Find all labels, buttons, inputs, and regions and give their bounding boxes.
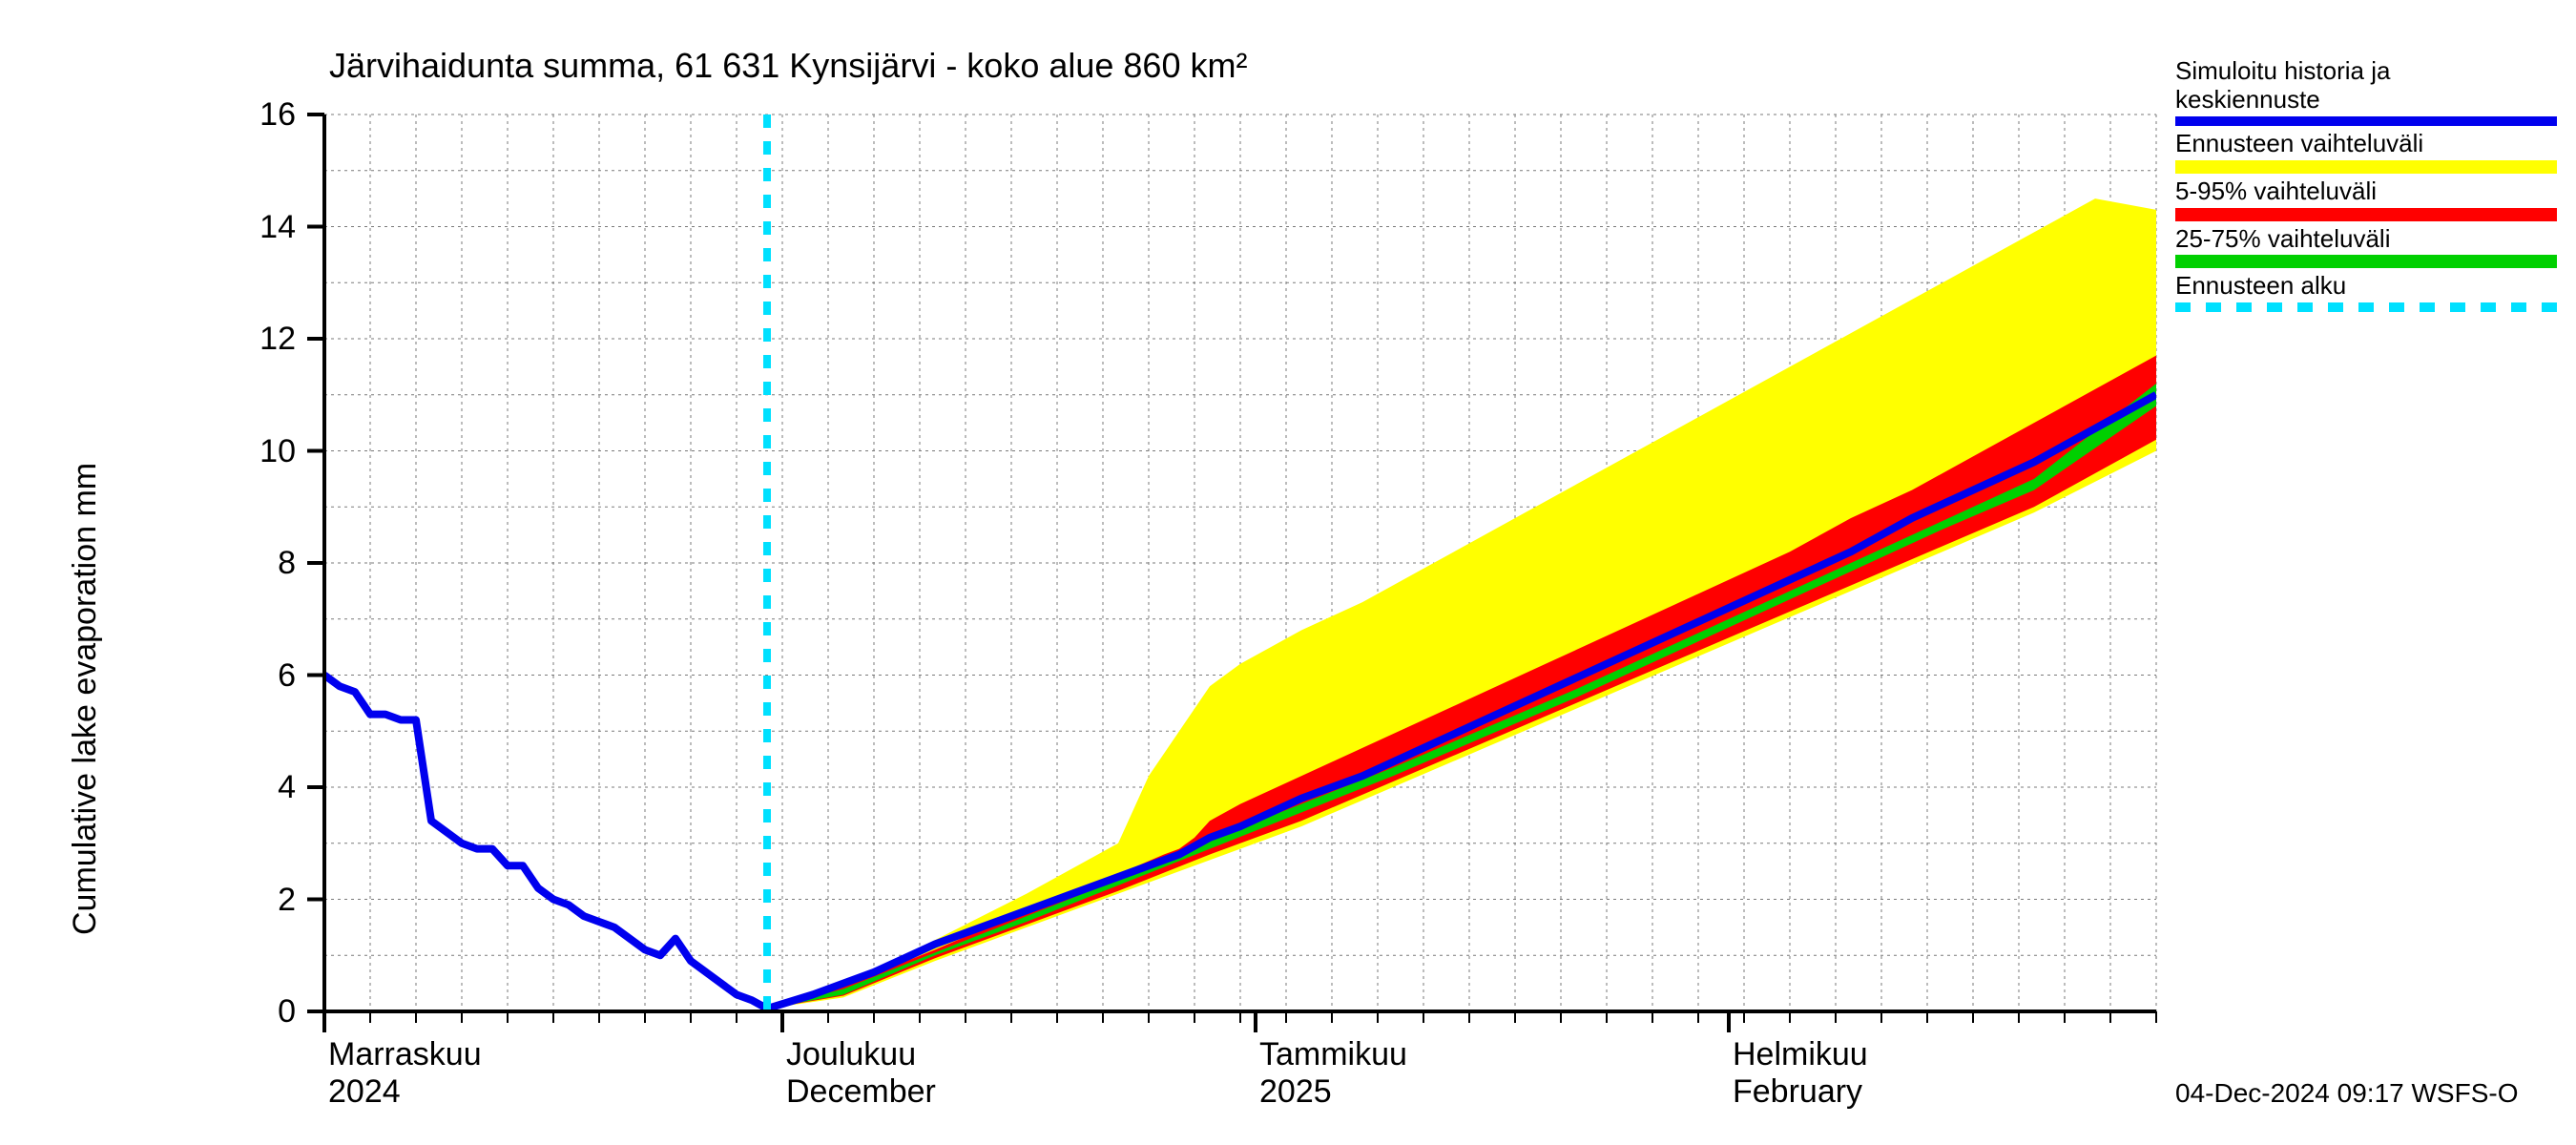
x-tick-label-line1: Helmikuu: [1733, 1036, 1868, 1073]
x-tick-label-line2: December: [786, 1073, 936, 1111]
y-tick-label: 6: [278, 657, 296, 695]
legend-item: 5-95% vaihteluväli: [2175, 177, 2557, 221]
legend-label: keskiennuste: [2175, 86, 2557, 114]
legend-label: 25-75% vaihteluväli: [2175, 225, 2557, 254]
y-tick-label: 4: [278, 769, 296, 806]
legend-swatch: [2175, 302, 2557, 312]
x-tick-label-line2: 2025: [1259, 1073, 1332, 1111]
legend-item: Simuloitu historia jakeskiennuste: [2175, 57, 2557, 126]
legend-label: Ennusteen alku: [2175, 272, 2557, 301]
x-tick-label-line2: 2024: [328, 1073, 401, 1111]
legend-label: Simuloitu historia ja: [2175, 57, 2557, 86]
legend-label: Ennusteen vaihteluväli: [2175, 130, 2557, 158]
legend-swatch: [2175, 160, 2557, 174]
legend-swatch: [2175, 208, 2557, 221]
legend-item: 25-75% vaihteluväli: [2175, 225, 2557, 269]
legend-item: Ennusteen vaihteluväli: [2175, 130, 2557, 174]
x-tick-label-line1: Tammikuu: [1259, 1036, 1407, 1073]
band-yellow: [767, 198, 2156, 1009]
x-tick-label-line1: Joulukuu: [786, 1036, 916, 1073]
legend-item: Ennusteen alku: [2175, 272, 2557, 312]
y-tick-label: 8: [278, 545, 296, 582]
y-tick-label: 16: [260, 96, 296, 134]
y-tick-label: 0: [278, 993, 296, 1030]
y-tick-label: 14: [260, 209, 296, 246]
y-tick-label: 12: [260, 321, 296, 358]
x-tick-label-line1: Marraskuu: [328, 1036, 482, 1073]
y-tick-label: 2: [278, 882, 296, 919]
footer-timestamp: 04-Dec-2024 09:17 WSFS-O: [2175, 1078, 2519, 1109]
legend-swatch: [2175, 116, 2557, 126]
legend-swatch: [2175, 255, 2557, 268]
y-tick-label: 10: [260, 433, 296, 470]
history-line: [324, 676, 767, 1010]
legend: Simuloitu historia jakeskiennuste Ennuste…: [2175, 57, 2557, 316]
legend-label: 5-95% vaihteluväli: [2175, 177, 2557, 206]
chart-container: Cumulative lake evaporation mm Järvihaid…: [0, 0, 2576, 1145]
x-tick-label-line2: February: [1733, 1073, 1862, 1111]
